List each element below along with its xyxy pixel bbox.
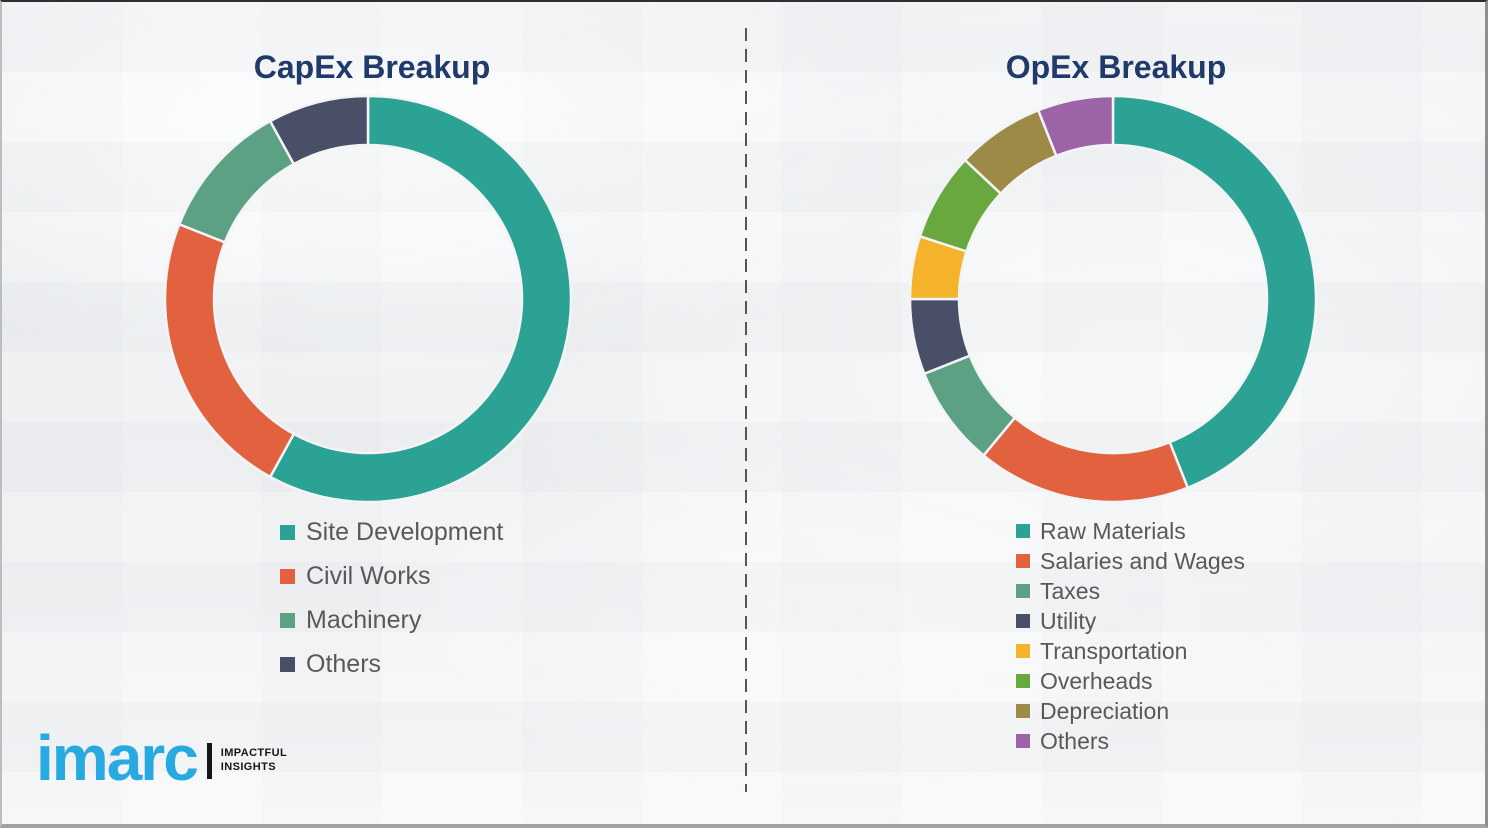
legend-item: Depreciation: [1016, 696, 1245, 726]
legend-label: Utility: [1040, 607, 1097, 634]
legend-swatch: [1016, 674, 1030, 688]
legend-label: Civil Works: [306, 561, 431, 590]
legend-label: Others: [306, 649, 382, 678]
divider-dashed-line: [745, 28, 747, 792]
legend-label: Depreciation: [1040, 697, 1170, 724]
legend-swatch: [280, 612, 295, 628]
donut-segment-salaries-and-wages: [981, 415, 1190, 504]
legend-item: Machinery: [280, 598, 503, 642]
legend-swatch: [280, 568, 295, 584]
legend-label: Taxes: [1040, 577, 1101, 604]
legend-swatch: [280, 524, 295, 540]
imarc-logo: imarc IMPACTFUL INSIGHTS: [36, 726, 287, 790]
opex-title: OpEx Breakup: [1005, 49, 1227, 86]
legend-swatch: [1016, 644, 1030, 658]
donut-segment-machinery: [177, 119, 296, 244]
logo-separator-bar: [206, 743, 212, 779]
imarc-tagline: IMPACTFUL INSIGHTS: [221, 747, 287, 775]
legend-item: Site Development: [280, 510, 503, 554]
capex-title: CapEx Breakup: [253, 49, 491, 86]
opex-legend: Raw Materials Salaries and Wages Taxes U…: [1016, 516, 1245, 756]
legend-swatch: [1016, 524, 1030, 538]
legend-swatch: [1016, 554, 1030, 568]
legend-label: Machinery: [306, 605, 422, 634]
donut-segment-others: [1036, 94, 1115, 158]
legend-item: Overheads: [1016, 666, 1245, 696]
legend-item: Others: [280, 642, 503, 686]
legend-label: Transportation: [1040, 637, 1188, 664]
capex-legend: Site Development Civil Works Machinery O…: [280, 510, 503, 686]
legend-label: Overheads: [1040, 667, 1153, 694]
legend-item: Raw Materials: [1016, 516, 1245, 546]
imarc-wordmark: imarc: [36, 722, 199, 794]
legend-swatch: [1016, 704, 1030, 718]
tagline-line1: IMPACTFUL: [220, 747, 288, 760]
donut-segment-raw-materials: [1111, 94, 1318, 490]
capex-donut-chart: [163, 94, 573, 504]
donut-segment-civil-works: [163, 222, 296, 479]
donut-segment-site-development: [268, 94, 573, 504]
legend-swatch: [280, 656, 295, 672]
opex-donut-chart: [908, 94, 1318, 504]
legend-item: Transportation: [1016, 636, 1245, 666]
legend-item: Others: [1016, 726, 1245, 756]
legend-swatch: [1016, 734, 1030, 748]
legend-swatch: [1016, 614, 1030, 628]
legend-label: Others: [1040, 727, 1110, 754]
tagline-line2: INSIGHTS: [220, 761, 276, 773]
donut-segment-others: [268, 94, 370, 166]
legend-item: Salaries and Wages: [1016, 546, 1245, 576]
legend-label: Site Development: [306, 517, 504, 546]
legend-swatch: [1016, 584, 1030, 598]
legend-item: Utility: [1016, 606, 1245, 636]
legend-label: Raw Materials: [1040, 517, 1186, 544]
legend-label: Salaries and Wages: [1040, 547, 1245, 574]
legend-item: Civil Works: [280, 554, 503, 598]
legend-item: Taxes: [1016, 576, 1245, 606]
